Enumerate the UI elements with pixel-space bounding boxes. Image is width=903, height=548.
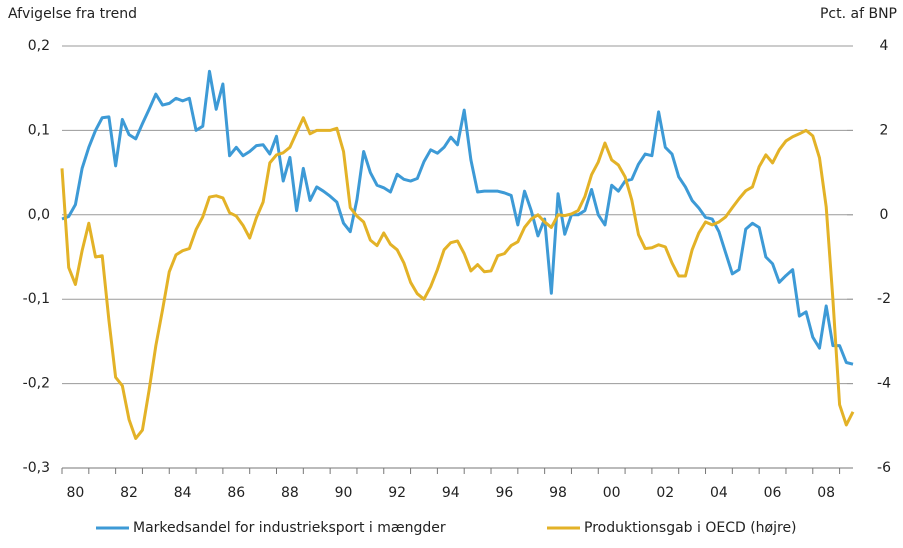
x-tick-label: 08 — [817, 485, 835, 501]
y2-tick-label: 2 — [880, 122, 889, 138]
data-line — [61, 69, 854, 366]
x-tick-label: 04 — [710, 485, 728, 501]
y-tick-label: -0,1 — [23, 291, 50, 307]
x-tick-label: 82 — [120, 485, 138, 501]
legend-label: Produktionsgab i OECD (højre) — [584, 520, 797, 536]
x-tick-label: 90 — [335, 485, 353, 501]
x-tick-label: 86 — [227, 485, 245, 501]
y-tick-label: -0,3 — [23, 460, 50, 476]
x-tick-label: 98 — [549, 485, 567, 501]
y2-axis-title: Pct. af BNP — [820, 6, 897, 22]
x-tick-label: 80 — [66, 485, 84, 501]
x-tick-label: 02 — [656, 485, 674, 501]
y-tick-label: 0,2 — [28, 38, 50, 54]
x-tick-label: 92 — [388, 485, 406, 501]
x-tick-label: 06 — [764, 485, 782, 501]
x-tick-label: 94 — [442, 485, 460, 501]
data-line — [60, 116, 855, 440]
y2-tick-label: -2 — [877, 291, 891, 307]
y-tick-label: 0,0 — [28, 207, 50, 223]
y-axis-title: Afvigelse fra trend — [8, 6, 137, 22]
x-tick-label: 96 — [496, 485, 514, 501]
y2-tick-label: 4 — [880, 38, 889, 54]
y2-tick-label: -4 — [877, 376, 891, 392]
y-tick-label: -0,2 — [23, 376, 50, 392]
x-tick-label: 88 — [281, 485, 299, 501]
x-tick-label: 84 — [174, 485, 192, 501]
legend-label: Markedsandel for industrieksport i mængd… — [133, 520, 446, 536]
y-tick-label: 0,1 — [28, 122, 50, 138]
y2-tick-label: 0 — [880, 207, 889, 223]
y2-tick-label: -6 — [877, 460, 891, 476]
x-tick-label: 00 — [603, 485, 621, 501]
